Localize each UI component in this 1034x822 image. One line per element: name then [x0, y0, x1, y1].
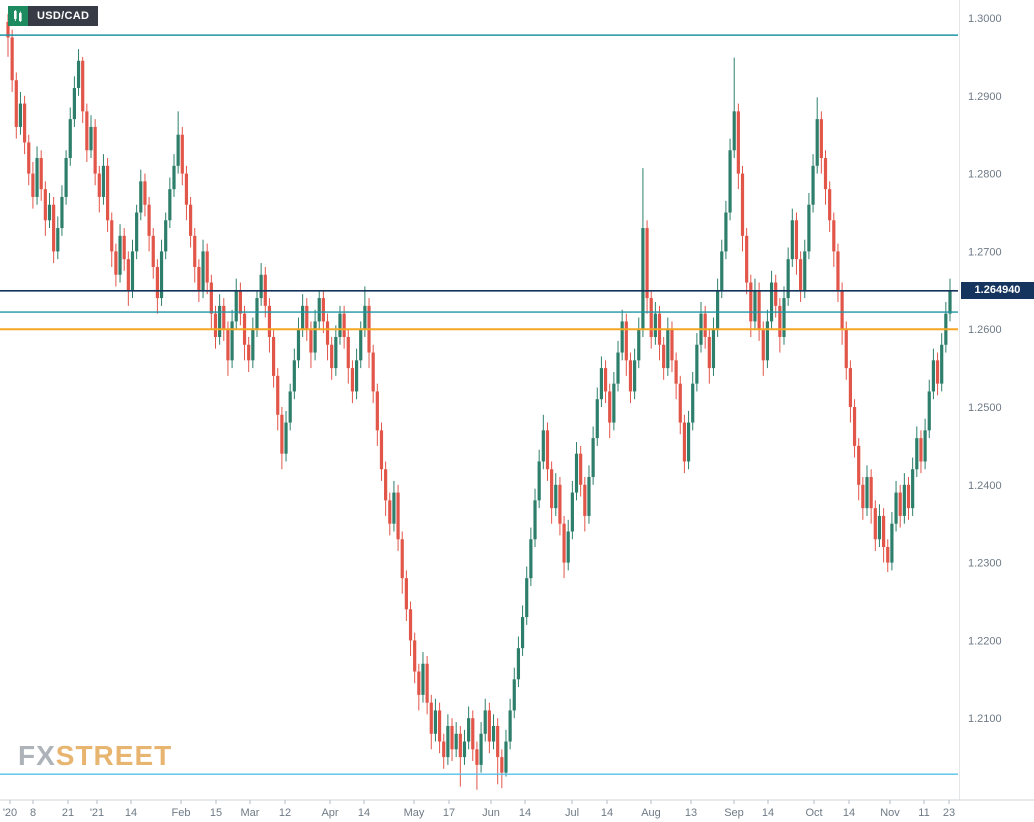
fxstreet-watermark: FXSTREET	[18, 740, 172, 772]
svg-text:1.2500: 1.2500	[968, 402, 1002, 414]
svg-text:1.2300: 1.2300	[968, 558, 1002, 570]
svg-text:Apr: Apr	[321, 807, 338, 819]
svg-text:14: 14	[358, 807, 370, 819]
svg-text:Nov: Nov	[880, 807, 900, 819]
levels-layer	[0, 34, 958, 775]
svg-text:Feb: Feb	[172, 807, 191, 819]
svg-text:13: 13	[685, 807, 697, 819]
price-badge: 1.264940	[961, 282, 1034, 300]
svg-text:14: 14	[843, 807, 855, 819]
candles-layer	[6, 14, 952, 790]
svg-text:Aug: Aug	[641, 807, 661, 819]
y-axis[interactable]: 1.3000 1.2900 1.2800 1.2700 1.2600 1.2500 1.24…	[959, 0, 1002, 800]
svg-text:1.2100: 1.2100	[968, 713, 1002, 725]
svg-text:Jul: Jul	[565, 807, 579, 819]
svg-text:14: 14	[601, 807, 613, 819]
svg-text:8: 8	[30, 807, 36, 819]
svg-text:11: 11	[918, 807, 929, 819]
svg-text:1.2800: 1.2800	[968, 169, 1002, 181]
svg-text:14: 14	[125, 807, 137, 819]
svg-text:1.2200: 1.2200	[968, 635, 1002, 647]
svg-text:14: 14	[762, 807, 774, 819]
svg-text:17: 17	[443, 807, 455, 819]
svg-text:23: 23	[943, 807, 955, 819]
svg-text:Mar: Mar	[241, 807, 260, 819]
svg-text:'21: '21	[90, 807, 104, 819]
candlestick-icon	[8, 6, 28, 26]
svg-text:14: 14	[519, 807, 531, 819]
svg-text:1.2400: 1.2400	[968, 480, 1002, 492]
watermark-street: STREET	[55, 740, 173, 771]
svg-text:Jun: Jun	[482, 807, 500, 819]
svg-text:'20: '20	[3, 807, 17, 819]
svg-text:1.2600: 1.2600	[968, 324, 1002, 336]
svg-text:15: 15	[210, 807, 222, 819]
svg-text:1.2700: 1.2700	[968, 246, 1002, 258]
svg-text:1.2900: 1.2900	[968, 91, 1002, 103]
svg-text:21: 21	[62, 807, 74, 819]
watermark-fx: FX	[18, 740, 56, 771]
x-axis[interactable]: '20 8 21 '21 14 Feb 15 Mar 12 Apr 14 May 17 Jun 14 Jul 1…	[0, 799, 1034, 819]
instrument-badge: USD/CAD	[8, 6, 99, 26]
svg-text:May: May	[404, 807, 425, 819]
instrument-label: USD/CAD	[28, 6, 99, 26]
svg-text:Sep: Sep	[724, 807, 744, 819]
svg-text:12: 12	[279, 807, 291, 819]
svg-text:Oct: Oct	[805, 807, 822, 819]
svg-text:1.3000: 1.3000	[968, 13, 1002, 25]
